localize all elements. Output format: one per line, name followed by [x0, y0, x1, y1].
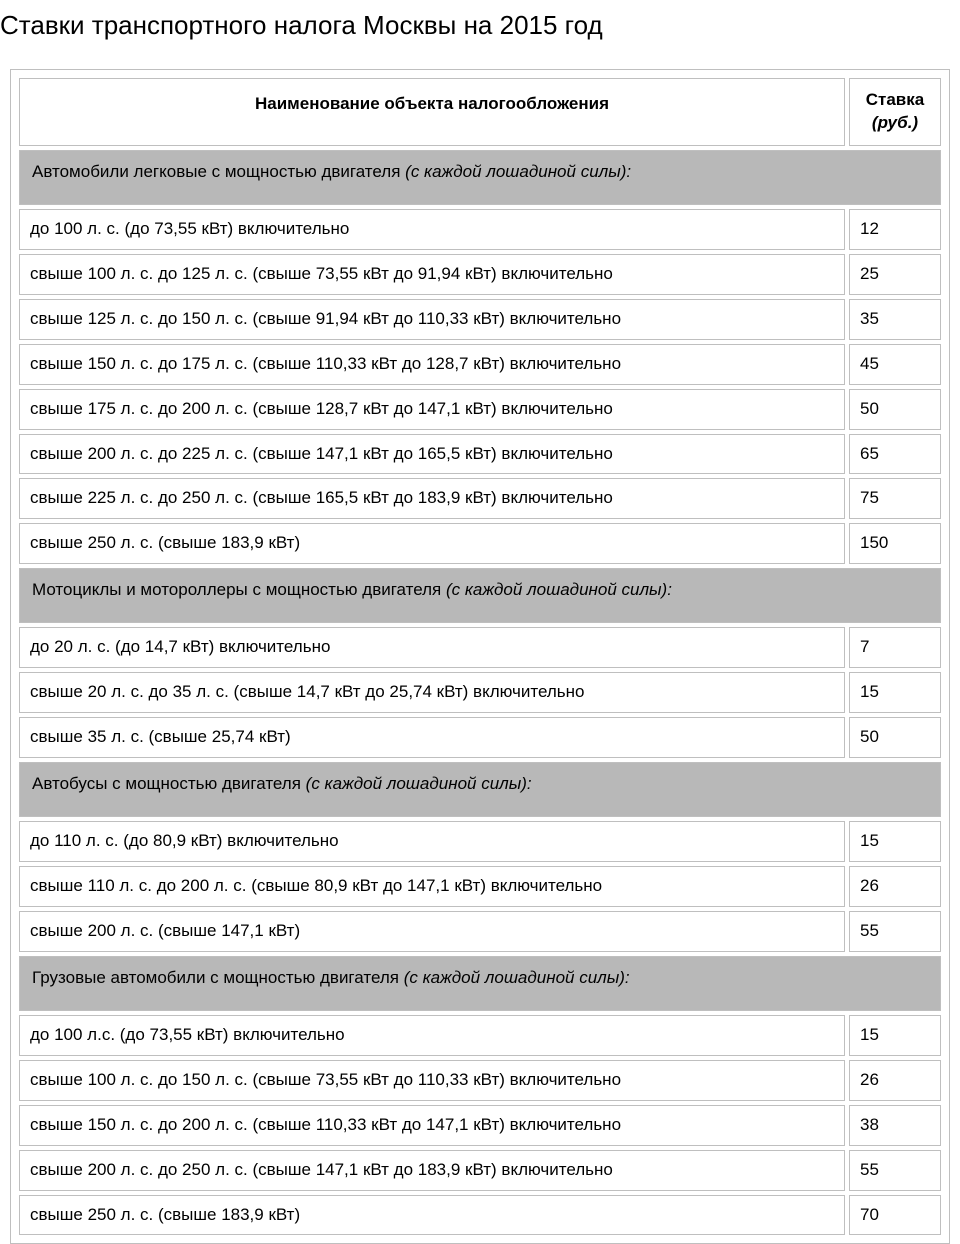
- cell-name: свыше 100 л. с. до 150 л. с. (свыше 73,5…: [19, 1060, 845, 1101]
- table-row: свыше 100 л. с. до 125 л. с. (свыше 73,5…: [19, 254, 941, 295]
- table-section-row: Автомобили легковые с мощностью двигател…: [19, 150, 941, 205]
- cell-rate: 150: [849, 523, 941, 564]
- cell-name: до 100 л. с. (до 73,55 кВт) включительно: [19, 209, 845, 250]
- table-row: свыше 175 л. с. до 200 л. с. (свыше 128,…: [19, 389, 941, 430]
- cell-name: свыше 250 л. с. (свыше 183,9 кВт): [19, 1195, 845, 1236]
- cell-rate: 7: [849, 627, 941, 668]
- cell-name: свыше 150 л. с. до 175 л. с. (свыше 110,…: [19, 344, 845, 385]
- cell-name: свыше 125 л. с. до 150 л. с. (свыше 91,9…: [19, 299, 845, 340]
- tax-rates-table: Наименование объекта налогообложения Ста…: [15, 74, 945, 1239]
- cell-rate: 50: [849, 717, 941, 758]
- section-suffix: (с каждой лошадиной силы):: [446, 580, 672, 599]
- table-row: свыше 200 л. с. до 250 л. с. (свыше 147,…: [19, 1150, 941, 1191]
- cell-name: свыше 150 л. с. до 200 л. с. (свыше 110,…: [19, 1105, 845, 1146]
- table-row: до 100 л. с. (до 73,55 кВт) включительно…: [19, 209, 941, 250]
- section-cell: Автобусы с мощностью двигателя (с каждой…: [19, 762, 941, 817]
- table-section-row: Автобусы с мощностью двигателя (с каждой…: [19, 762, 941, 817]
- cell-rate: 15: [849, 672, 941, 713]
- section-suffix: (с каждой лошадиной силы):: [404, 968, 630, 987]
- table-row: до 100 л.с. (до 73,55 кВт) включительно1…: [19, 1015, 941, 1056]
- cell-rate: 50: [849, 389, 941, 430]
- cell-name: свыше 175 л. с. до 200 л. с. (свыше 128,…: [19, 389, 845, 430]
- section-prefix: Автобусы с мощностью двигателя: [32, 774, 306, 793]
- table-row: свыше 225 л. с. до 250 л. с. (свыше 165,…: [19, 478, 941, 519]
- cell-rate: 45: [849, 344, 941, 385]
- cell-rate: 26: [849, 866, 941, 907]
- cell-name: свыше 200 л. с. до 225 л. с. (свыше 147,…: [19, 434, 845, 475]
- cell-rate: 35: [849, 299, 941, 340]
- section-prefix: Грузовые автомобили с мощностью двигател…: [32, 968, 404, 987]
- table-row: свыше 100 л. с. до 150 л. с. (свыше 73,5…: [19, 1060, 941, 1101]
- cell-rate: 55: [849, 911, 941, 952]
- cell-name: свыше 200 л. с. (свыше 147,1 кВт): [19, 911, 845, 952]
- cell-name: до 110 л. с. (до 80,9 кВт) включительно: [19, 821, 845, 862]
- section-prefix: Мотоциклы и мотороллеры с мощностью двиг…: [32, 580, 446, 599]
- section-cell: Автомобили легковые с мощностью двигател…: [19, 150, 941, 205]
- table-row: свыше 200 л. с. до 225 л. с. (свыше 147,…: [19, 434, 941, 475]
- table-row: свыше 110 л. с. до 200 л. с. (свыше 80,9…: [19, 866, 941, 907]
- cell-name: до 100 л.с. (до 73,55 кВт) включительно: [19, 1015, 845, 1056]
- cell-name: до 20 л. с. (до 14,7 кВт) включительно: [19, 627, 845, 668]
- table-row: свыше 250 л. с. (свыше 183,9 кВт)70: [19, 1195, 941, 1236]
- table-row: свыше 125 л. с. до 150 л. с. (свыше 91,9…: [19, 299, 941, 340]
- table-header-row: Наименование объекта налогообложения Ста…: [19, 78, 941, 146]
- table-row: до 110 л. с. (до 80,9 кВт) включительно1…: [19, 821, 941, 862]
- cell-name: свыше 250 л. с. (свыше 183,9 кВт): [19, 523, 845, 564]
- section-suffix: (с каждой лошадиной силы):: [306, 774, 532, 793]
- cell-rate: 15: [849, 1015, 941, 1056]
- cell-rate: 38: [849, 1105, 941, 1146]
- cell-rate: 75: [849, 478, 941, 519]
- section-cell: Мотоциклы и мотороллеры с мощностью двиг…: [19, 568, 941, 623]
- table-section-row: Мотоциклы и мотороллеры с мощностью двиг…: [19, 568, 941, 623]
- cell-name: свыше 20 л. с. до 35 л. с. (свыше 14,7 к…: [19, 672, 845, 713]
- table-row: свыше 250 л. с. (свыше 183,9 кВт)150: [19, 523, 941, 564]
- column-header-rate: Ставка (руб.): [849, 78, 941, 146]
- column-header-rate-label: Ставка: [866, 90, 924, 109]
- cell-rate: 12: [849, 209, 941, 250]
- tax-table-wrapper: Наименование объекта налогообложения Ста…: [10, 69, 950, 1244]
- column-header-name: Наименование объекта налогообложения: [19, 78, 845, 146]
- cell-name: свыше 35 л. с. (свыше 25,74 кВт): [19, 717, 845, 758]
- cell-rate: 55: [849, 1150, 941, 1191]
- page-title: Ставки транспортного налога Москвы на 20…: [0, 10, 960, 41]
- cell-rate: 70: [849, 1195, 941, 1236]
- cell-name: свыше 225 л. с. до 250 л. с. (свыше 165,…: [19, 478, 845, 519]
- column-header-rate-unit: (руб.): [856, 112, 934, 135]
- table-row: свыше 200 л. с. (свыше 147,1 кВт)55: [19, 911, 941, 952]
- cell-rate: 15: [849, 821, 941, 862]
- section-suffix: (с каждой лошадиной силы):: [405, 162, 631, 181]
- table-row: свыше 150 л. с. до 200 л. с. (свыше 110,…: [19, 1105, 941, 1146]
- cell-name: свыше 100 л. с. до 125 л. с. (свыше 73,5…: [19, 254, 845, 295]
- cell-rate: 26: [849, 1060, 941, 1101]
- section-prefix: Автомобили легковые с мощностью двигател…: [32, 162, 405, 181]
- section-cell: Грузовые автомобили с мощностью двигател…: [19, 956, 941, 1011]
- cell-rate: 65: [849, 434, 941, 475]
- table-row: свыше 150 л. с. до 175 л. с. (свыше 110,…: [19, 344, 941, 385]
- table-row: свыше 35 л. с. (свыше 25,74 кВт)50: [19, 717, 941, 758]
- cell-name: свыше 200 л. с. до 250 л. с. (свыше 147,…: [19, 1150, 845, 1191]
- table-row: до 20 л. с. (до 14,7 кВт) включительно7: [19, 627, 941, 668]
- table-section-row: Грузовые автомобили с мощностью двигател…: [19, 956, 941, 1011]
- cell-name: свыше 110 л. с. до 200 л. с. (свыше 80,9…: [19, 866, 845, 907]
- cell-rate: 25: [849, 254, 941, 295]
- table-row: свыше 20 л. с. до 35 л. с. (свыше 14,7 к…: [19, 672, 941, 713]
